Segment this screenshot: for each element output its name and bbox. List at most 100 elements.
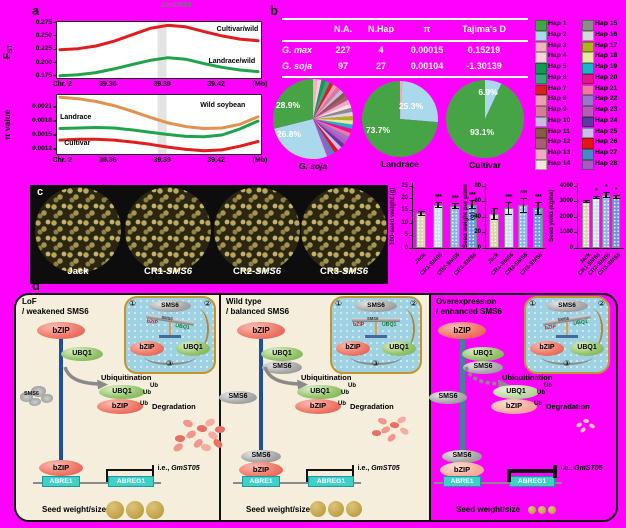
bar_100seed-ytickmark xyxy=(408,235,412,237)
bar_100seed-errorbar xyxy=(468,200,476,210)
bar_100seed-bar xyxy=(416,213,426,248)
seesaw-base xyxy=(159,335,181,338)
inset-step-2: ② xyxy=(409,299,417,308)
bar_yield-ytickmark xyxy=(573,247,577,249)
ub-tag: Ub xyxy=(140,401,148,407)
balance-inset: ① ② SMS6 SMS6 bZIP UBQ1 bZIP UBQ1 ③ xyxy=(524,296,610,374)
ub-tag: Ub xyxy=(143,390,151,396)
seesaw-pole xyxy=(565,319,569,336)
inset-step-1: ① xyxy=(129,299,137,308)
table-cell: 227 xyxy=(335,45,351,55)
inset-arc xyxy=(187,309,209,349)
fst-ytick: 0.200 xyxy=(35,58,52,66)
section-subtitle: / balanced SMS6 xyxy=(226,307,290,316)
bar_yield-errorbar xyxy=(602,192,610,199)
sample-gene: SMS6 xyxy=(166,266,193,277)
bar_plant-errorline xyxy=(508,202,510,215)
legend-swatch-hap27 xyxy=(582,149,594,160)
pi-xtick: Chr. 2 xyxy=(52,157,72,164)
bar_yield-sig: * xyxy=(614,186,618,194)
seesaw-beam-label: SMS6 xyxy=(161,314,174,322)
bar_plant-errorbar xyxy=(534,201,542,216)
pi-ytickmark xyxy=(53,148,56,150)
bar_yield-errorline xyxy=(605,193,607,198)
sample-prefix: CR3- xyxy=(319,266,343,277)
legend-label-hap22: Hap 22 xyxy=(595,95,618,103)
bar_plant-errorbar xyxy=(490,207,498,221)
bar_yield-ytickmark xyxy=(573,216,577,218)
legend-swatch-hap24 xyxy=(582,116,594,128)
ubiquitination-label: Ubiquitination xyxy=(301,373,352,382)
pi-xtick: 39.39 xyxy=(153,157,171,164)
target-prefix: i.e., xyxy=(560,465,575,472)
degraded-fragment xyxy=(575,422,583,428)
bar_100seed-errorbar xyxy=(417,210,425,216)
legend-swatch-hap21 xyxy=(582,84,594,95)
legend-swatch-hap26 xyxy=(582,138,594,149)
legend-label-hap13: Hap 13 xyxy=(548,149,571,156)
bar_100seed-errorline xyxy=(420,211,422,215)
section-title: Wild type xyxy=(226,297,262,306)
seed-sample-label: CR3-SMS6 xyxy=(299,266,389,278)
ubiquitination-arrow xyxy=(63,366,108,390)
bar_100seed-xaxis xyxy=(411,248,480,250)
bar_yield-bar xyxy=(602,195,610,248)
table-header: N.Hap xyxy=(367,24,394,34)
repression-target: i.e., GmST05 xyxy=(561,465,603,473)
bar_yield-bar xyxy=(592,197,600,248)
legend-label-hap27: Hap 27 xyxy=(595,149,618,156)
panel-label-d: d xyxy=(32,278,40,293)
sms6-bound: SMS6 xyxy=(442,450,482,463)
bar_100seed-bar xyxy=(433,205,443,248)
degradation-label: Degradation xyxy=(546,402,590,411)
bar_yield-errorline xyxy=(615,195,617,199)
table-rule-2 xyxy=(282,76,528,78)
pie_gsoja-caption: G. soja xyxy=(298,161,328,171)
repression-elbow-v xyxy=(306,469,308,482)
legend-label-hap8: Hap 8 xyxy=(548,95,567,103)
balance-inset: ① ② SMS6 SMS6 bZIP UBQ1 bZIP UBQ1 ③ xyxy=(124,296,216,374)
bar_yield-errorline xyxy=(585,200,587,203)
legend-swatch-hap17 xyxy=(582,41,594,52)
bar_plant-ytickmark xyxy=(481,201,485,203)
fst-xtick: 39.42 xyxy=(207,81,225,88)
sample-prefix: CR2- xyxy=(232,266,256,277)
legend-label-hap12: Hap 12 xyxy=(548,138,571,146)
repression-elbow-h xyxy=(106,469,152,471)
inset-interaction-arc xyxy=(350,348,402,365)
bar_plant-ytick: 60 xyxy=(474,198,481,204)
balance-inset: ① ② SMS6 SMS6 bZIP UBQ1 bZIP UBQ1 ③ xyxy=(330,296,422,374)
inset-interaction-arc xyxy=(144,348,196,365)
sms6-protein-inset: SMS6 xyxy=(149,300,191,312)
sms6-fragment-blob xyxy=(20,392,33,402)
bzip-dna-line xyxy=(59,337,63,480)
promoter-line xyxy=(434,482,562,484)
degraded-fragment xyxy=(185,429,197,440)
bar_100seed-ytick: 0 xyxy=(404,244,408,251)
repression-elbow-h xyxy=(507,469,553,473)
seed-pile-photo xyxy=(125,187,211,273)
degraded-fragment xyxy=(380,425,391,434)
promoter-line xyxy=(33,482,161,484)
degraded-fragment xyxy=(377,415,388,425)
abreg1-element: ABREG1 xyxy=(308,476,354,487)
seed-pile-photo xyxy=(35,187,121,273)
gene-marker-label: GmSMS6 xyxy=(160,2,192,9)
pie_cultivar-slice-label: 93.1% xyxy=(469,127,495,137)
pie_landrace-slice-label: 73.7% xyxy=(365,125,391,135)
bar_100seed-errorbar xyxy=(434,202,442,209)
ub-tag: Ub xyxy=(150,383,158,389)
seed-circle xyxy=(328,501,344,517)
repression-target: i.e., GmST05 xyxy=(158,465,200,473)
seed-size-label: Seed weight/size xyxy=(456,505,521,514)
table-row-name: G. max xyxy=(282,45,313,55)
table-cell: -1.30139 xyxy=(466,61,502,71)
panel-label-b: b xyxy=(270,3,278,18)
bar_plant-ytick: 80 xyxy=(474,182,481,189)
pie_landrace-caption: Landrace xyxy=(381,159,419,169)
inset-arc xyxy=(393,309,415,349)
bar_100seed-ytickmark xyxy=(408,197,412,199)
seesaw-base xyxy=(365,335,387,338)
bar_plant-ylabel: Seed weight per plant (g) xyxy=(462,184,477,248)
abre1-element: ABRE1 xyxy=(242,476,280,487)
